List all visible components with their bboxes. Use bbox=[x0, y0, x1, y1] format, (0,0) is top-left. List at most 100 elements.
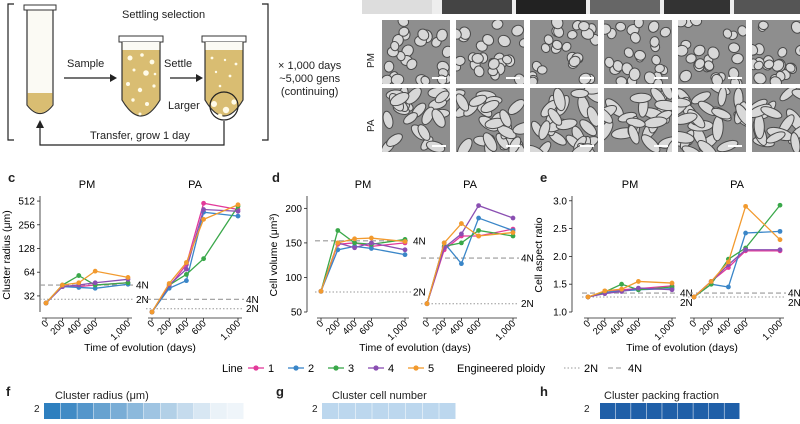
duration-line: ~5,000 gens bbox=[278, 73, 341, 86]
transfer-label: Transfer, grow 1 day bbox=[90, 130, 190, 142]
scale-bar bbox=[728, 145, 742, 147]
micrograph-tile bbox=[530, 20, 598, 84]
heatmap-cell bbox=[631, 403, 646, 419]
data-point-line-5 bbox=[619, 287, 624, 292]
x-tick-label: 200 bbox=[697, 318, 716, 337]
data-point-line-4 bbox=[369, 241, 374, 246]
data-point-line-4 bbox=[236, 209, 241, 214]
legend-label-2n: 2N bbox=[584, 363, 598, 375]
heatmap-cell bbox=[678, 403, 693, 419]
heatmap-cell bbox=[177, 403, 193, 419]
heatmap-cell bbox=[44, 403, 60, 419]
data-point-line-2 bbox=[236, 214, 241, 219]
micrograph-tile bbox=[752, 88, 800, 152]
data-point-line-4 bbox=[201, 207, 206, 212]
legend-line-title: Line bbox=[222, 363, 243, 375]
data-point-line-2 bbox=[743, 231, 748, 236]
panel-g-title: Cluster cell number bbox=[332, 390, 427, 402]
series-line-4 bbox=[427, 206, 513, 304]
x-tick-label: 200 bbox=[49, 318, 68, 337]
heatmap-cell bbox=[161, 403, 177, 419]
y-tick-label: 256 bbox=[18, 220, 35, 231]
panel-h-heatmap-row bbox=[600, 403, 740, 419]
panel-h-row-label: 2 bbox=[584, 404, 590, 415]
data-point-line-5 bbox=[636, 279, 641, 284]
data-point-line-5 bbox=[352, 236, 357, 241]
data-point-line-3 bbox=[201, 256, 206, 261]
data-point-line-5 bbox=[184, 260, 189, 265]
micrograph-top-strip bbox=[362, 0, 800, 14]
x-tick-label: 1,000 bbox=[653, 318, 678, 343]
data-point-line-5 bbox=[201, 217, 206, 222]
group-title: PA bbox=[188, 179, 203, 191]
data-point-line-5 bbox=[726, 260, 731, 265]
y-tick-label: 200 bbox=[285, 204, 302, 215]
panel-h-title: Cluster packing fraction bbox=[604, 390, 719, 402]
x-tick-label: 1,000 bbox=[494, 318, 519, 343]
tube-sample-icon bbox=[119, 36, 163, 116]
data-point-line-2 bbox=[476, 216, 481, 221]
x-tick-label: 600 bbox=[625, 318, 644, 337]
data-point-line-5 bbox=[335, 241, 340, 246]
x-tick-label: 1,000 bbox=[109, 318, 134, 343]
y-tick-label: 64 bbox=[24, 268, 36, 279]
heatmap-cell bbox=[439, 403, 455, 419]
data-point-line-5 bbox=[126, 275, 131, 280]
heatmap-cell bbox=[94, 403, 110, 419]
x-tick-label: 200 bbox=[591, 318, 610, 337]
data-point-line-5 bbox=[60, 283, 65, 288]
legend-label-4n: 4N bbox=[628, 363, 642, 375]
y-tick-label: 2.5 bbox=[553, 224, 567, 235]
heatmap-cell bbox=[423, 403, 439, 419]
group-title: PM bbox=[79, 179, 96, 191]
scale-bar bbox=[654, 145, 668, 147]
data-point-line-4 bbox=[476, 203, 481, 208]
data-point-line-2 bbox=[369, 246, 374, 251]
x-tick-label: 1,000 bbox=[386, 318, 411, 343]
micrograph-row-label-pa: PA bbox=[366, 119, 377, 132]
micrograph-tile bbox=[752, 20, 800, 84]
data-point-line-3 bbox=[778, 203, 783, 208]
data-point-line-2 bbox=[403, 252, 408, 257]
data-point-line-5 bbox=[236, 202, 241, 207]
y-axis-label: Cluster radius (μm) bbox=[1, 210, 13, 299]
tube-settled-icon bbox=[202, 36, 246, 120]
ref-label-2n: 2N bbox=[136, 295, 149, 306]
scale-bar bbox=[654, 77, 668, 79]
data-point-line-5 bbox=[586, 295, 591, 300]
scale-bar bbox=[580, 77, 594, 79]
legend-label-line-3: 3 bbox=[348, 363, 354, 375]
ref-label-2n: 2N bbox=[413, 287, 426, 298]
x-tick-label: 200 bbox=[155, 318, 174, 337]
x-tick-label: 200 bbox=[430, 318, 449, 337]
settling-selection-title: Settling selection bbox=[122, 9, 205, 21]
group-title: PA bbox=[730, 179, 745, 191]
series-line-2 bbox=[152, 212, 238, 312]
heatmap-cell bbox=[372, 403, 388, 419]
group-title: PM bbox=[622, 179, 639, 191]
ref-label-2n: 2N bbox=[521, 299, 534, 310]
x-tick-label: 400 bbox=[608, 318, 627, 337]
panel-letter-h: h bbox=[540, 384, 548, 399]
legend-dot-line-4 bbox=[373, 365, 378, 370]
legend-label-line-4: 4 bbox=[388, 363, 394, 375]
data-point-line-5 bbox=[442, 241, 447, 246]
x-tick-label: 600 bbox=[465, 318, 484, 337]
ref-label-2n: 2N bbox=[246, 304, 259, 315]
duration-line: × 1,000 days bbox=[278, 60, 341, 73]
heatmap-cell bbox=[709, 403, 724, 419]
legend-label-line-2: 2 bbox=[308, 363, 314, 375]
series-line-5 bbox=[46, 271, 128, 303]
data-point-line-4 bbox=[352, 245, 357, 250]
scale-bar bbox=[506, 77, 520, 79]
y-axis-label: Cell volume (μm³) bbox=[268, 213, 280, 296]
heatmap-cell bbox=[227, 403, 243, 419]
y-tick-label: 100 bbox=[285, 273, 302, 284]
heatmap-cell bbox=[322, 403, 338, 419]
x-tick-label: 400 bbox=[173, 318, 192, 337]
left-bracket bbox=[8, 4, 14, 140]
series-line-5 bbox=[694, 206, 780, 297]
data-point-line-5 bbox=[44, 301, 49, 306]
settle-label: Settle bbox=[164, 58, 192, 70]
